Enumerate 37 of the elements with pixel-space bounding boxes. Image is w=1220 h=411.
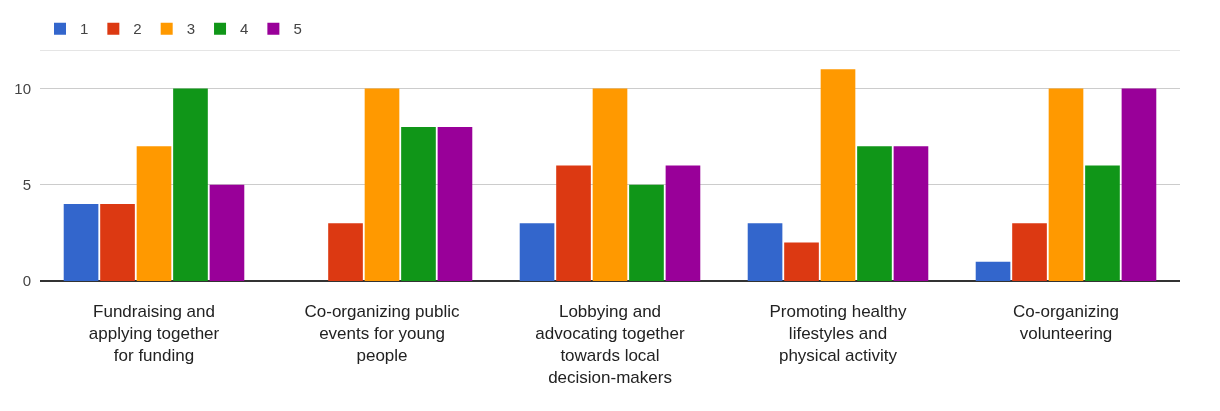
- bar: [893, 146, 929, 281]
- bar: [747, 223, 783, 281]
- bar: [1012, 223, 1047, 281]
- bar: [556, 165, 591, 281]
- bar: [437, 127, 473, 281]
- bar: [665, 165, 701, 281]
- bar: [63, 204, 99, 281]
- legend-label: 2: [133, 20, 142, 38]
- legend-label: 4: [240, 20, 249, 38]
- x-tick-label: Co-organizing public events for young people: [304, 302, 460, 366]
- y-tick-label: 5: [22, 176, 31, 193]
- bar: [784, 242, 819, 281]
- x-tick-label: Fundraising and applying together for funding: [88, 302, 220, 366]
- bar: [629, 184, 664, 281]
- legend-label: 3: [186, 20, 196, 38]
- bar: [364, 88, 400, 281]
- legend-label: 1: [80, 20, 89, 38]
- bar: [1121, 88, 1157, 281]
- bar: [1048, 88, 1084, 281]
- y-tick-label: 10: [14, 79, 31, 97]
- legend-label: 5: [293, 20, 302, 38]
- bar: [1085, 165, 1120, 281]
- bar: [136, 146, 172, 281]
- x-tick-label: Co-organizing volunteering: [1013, 302, 1119, 344]
- bar: [592, 88, 628, 281]
- bar: [519, 223, 555, 281]
- bar: [173, 88, 208, 281]
- bar: [820, 69, 856, 281]
- bar: [975, 261, 1011, 281]
- bar: [857, 146, 892, 281]
- bar: [209, 184, 245, 281]
- bar: [100, 204, 135, 281]
- x-tick-label: Promoting healthy lifestyles and physical activity: [769, 302, 908, 366]
- y-tick-label: 0: [22, 272, 31, 290]
- bar: [328, 223, 363, 281]
- x-tick-label: Lobbying and advocating together towards local decision-makers: [535, 302, 685, 388]
- bar: [401, 127, 436, 281]
